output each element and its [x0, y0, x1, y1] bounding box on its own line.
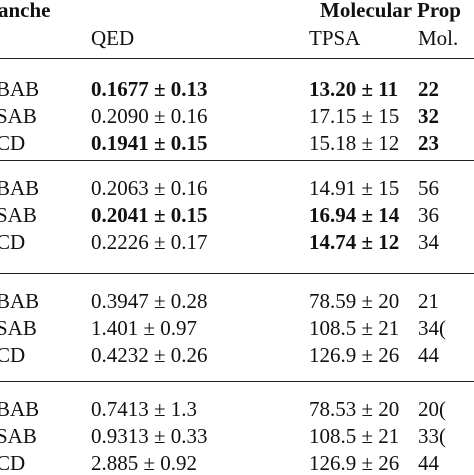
row-mol-value: 23 [418, 131, 439, 155]
row-tpsa-value: 126.9 ± 26 [309, 451, 400, 475]
row-method: SAB [0, 424, 37, 448]
row-qed-value: 0.2063 ± 0.16 [91, 176, 208, 200]
row-mol-value: 22 [418, 77, 439, 101]
column-header-mol: Mol. [418, 26, 459, 50]
row-tpsa-value: 14.91 ± 15 [309, 176, 400, 200]
section-rule [0, 381, 474, 382]
row-method: CD [0, 451, 26, 475]
row-method: BAB [0, 77, 40, 101]
row-method: CD [0, 343, 26, 367]
row-tpsa-value: 108.5 ± 21 [309, 424, 400, 448]
row-tpsa-value: 15.18 ± 12 [309, 131, 400, 155]
row-method: SAB [0, 316, 37, 340]
row-method: SAB [0, 203, 37, 227]
row-mol-value: 32 [418, 104, 439, 128]
row-qed-value: 0.9313 ± 0.33 [91, 424, 208, 448]
row-tpsa-value: 108.5 ± 21 [309, 316, 400, 340]
row-tpsa-value: 16.94 ± 14 [309, 203, 400, 227]
row-tpsa-value: 14.74 ± 12 [309, 230, 400, 254]
row-mol-value: 33( [418, 424, 446, 448]
header-rule [0, 58, 474, 59]
column-header-qed: QED [91, 26, 135, 50]
row-qed-value: 0.7413 ± 1.3 [91, 397, 198, 421]
row-tpsa-value: 78.59 ± 20 [309, 289, 400, 313]
column-header-tpsa: TPSA [309, 26, 361, 50]
row-mol-value: 34( [418, 316, 446, 340]
row-qed-value: 0.2041 ± 0.15 [91, 203, 208, 227]
row-mol-value: 44 [418, 343, 439, 367]
row-qed-value: 0.3947 ± 0.28 [91, 289, 208, 313]
row-qed-value: 0.1677 ± 0.13 [91, 77, 208, 101]
row-method: SAB [0, 104, 37, 128]
section-rule [0, 160, 474, 161]
row-method: BAB [0, 176, 40, 200]
section-rule [0, 273, 474, 274]
row-tpsa-value: 126.9 ± 26 [309, 343, 400, 367]
row-tpsa-value: 17.15 ± 15 [309, 104, 400, 128]
row-qed-value: 0.2226 ± 0.17 [91, 230, 208, 254]
row-mol-value: 36 [418, 203, 439, 227]
row-method: CD [0, 230, 26, 254]
header-group-molecular-properties: Molecular Prop [320, 0, 461, 22]
row-qed-value: 0.4232 ± 0.26 [91, 343, 208, 367]
row-mol-value: 21 [418, 289, 439, 313]
row-qed-value: 0.1941 ± 0.15 [91, 131, 208, 155]
row-mol-value: 20( [418, 397, 446, 421]
row-qed-value: 1.401 ± 0.97 [91, 316, 198, 340]
row-tpsa-value: 13.20 ± 11 [309, 77, 399, 101]
row-mol-value: 44 [418, 451, 439, 475]
row-method: BAB [0, 289, 40, 313]
header-group-left: anche [0, 0, 51, 22]
row-method: BAB [0, 397, 40, 421]
row-qed-value: 0.2090 ± 0.16 [91, 104, 208, 128]
row-tpsa-value: 78.53 ± 20 [309, 397, 400, 421]
row-mol-value: 56 [418, 176, 439, 200]
row-mol-value: 34 [418, 230, 439, 254]
row-method: CD [0, 131, 26, 155]
row-qed-value: 2.885 ± 0.92 [91, 451, 198, 475]
